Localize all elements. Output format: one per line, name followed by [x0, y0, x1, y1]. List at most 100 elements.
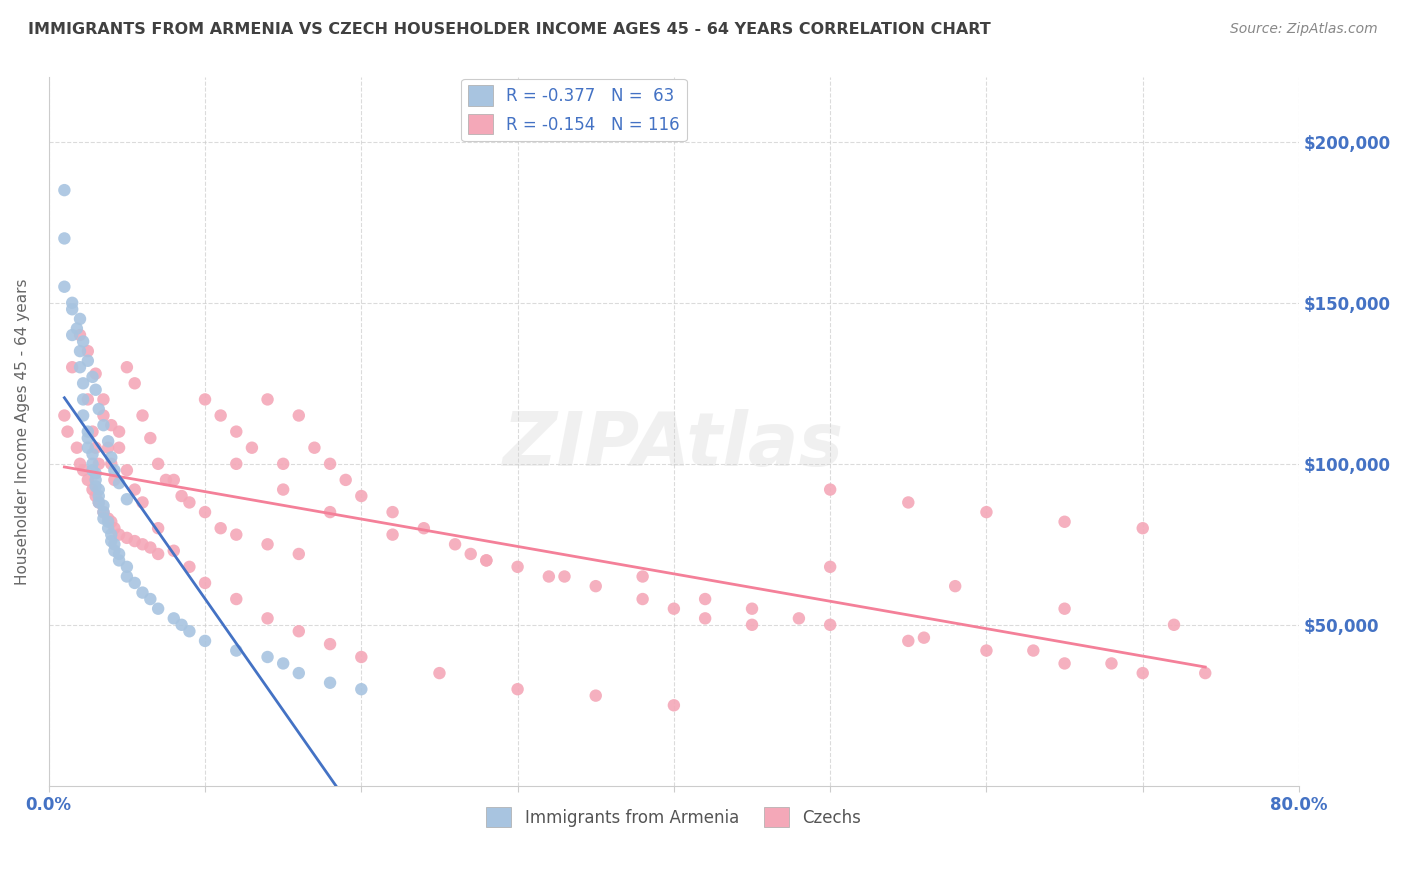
Point	[444, 537, 467, 551]
Point	[87, 495, 110, 509]
Point	[82, 370, 104, 384]
Point	[97, 515, 120, 529]
Point	[124, 534, 146, 549]
Point	[179, 495, 201, 509]
Point	[69, 457, 91, 471]
Point	[103, 473, 125, 487]
Point	[155, 473, 177, 487]
Point	[631, 592, 654, 607]
Legend: Immigrants from Armenia, Czechs: Immigrants from Armenia, Czechs	[479, 800, 868, 834]
Point	[87, 489, 110, 503]
Text: Source: ZipAtlas.com: Source: ZipAtlas.com	[1230, 22, 1378, 37]
Point	[319, 675, 342, 690]
Point	[146, 547, 169, 561]
Point	[100, 527, 122, 541]
Point	[897, 633, 920, 648]
Point	[163, 543, 186, 558]
Point	[60, 295, 83, 310]
Point	[115, 559, 138, 574]
Point	[139, 592, 162, 607]
Point	[1053, 657, 1076, 671]
Point	[350, 489, 373, 503]
Point	[179, 624, 201, 639]
Point	[84, 367, 107, 381]
Point	[912, 631, 935, 645]
Point	[124, 576, 146, 591]
Point	[100, 457, 122, 471]
Point	[76, 431, 98, 445]
Point	[87, 457, 110, 471]
Point	[131, 585, 153, 599]
Point	[818, 617, 841, 632]
Point	[695, 592, 717, 607]
Point	[818, 483, 841, 497]
Point	[60, 328, 83, 343]
Point	[350, 650, 373, 665]
Point	[170, 489, 193, 503]
Point	[87, 483, 110, 497]
Point	[108, 425, 131, 439]
Point	[288, 624, 311, 639]
Point	[146, 457, 169, 471]
Point	[82, 457, 104, 471]
Point	[1132, 666, 1154, 681]
Point	[194, 633, 217, 648]
Point	[69, 344, 91, 359]
Point	[84, 473, 107, 487]
Point	[100, 515, 122, 529]
Point	[194, 392, 217, 407]
Point	[662, 698, 685, 713]
Point	[72, 392, 94, 407]
Point	[585, 689, 607, 703]
Point	[72, 376, 94, 391]
Point	[115, 492, 138, 507]
Point	[60, 360, 83, 375]
Point	[93, 499, 115, 513]
Point	[93, 511, 115, 525]
Point	[1053, 515, 1076, 529]
Point	[108, 547, 131, 561]
Point	[76, 425, 98, 439]
Point	[225, 592, 247, 607]
Point	[319, 505, 342, 519]
Point	[1132, 521, 1154, 535]
Point	[225, 527, 247, 541]
Point	[304, 441, 326, 455]
Point	[100, 450, 122, 465]
Point	[108, 527, 131, 541]
Point	[53, 409, 76, 423]
Point	[72, 334, 94, 349]
Point	[288, 666, 311, 681]
Point	[84, 479, 107, 493]
Point	[139, 541, 162, 555]
Point	[124, 376, 146, 391]
Point	[350, 682, 373, 697]
Point	[209, 521, 232, 535]
Point	[506, 559, 529, 574]
Point	[115, 463, 138, 477]
Point	[662, 601, 685, 615]
Point	[225, 457, 247, 471]
Point	[1053, 601, 1076, 615]
Point	[631, 569, 654, 583]
Point	[288, 409, 311, 423]
Point	[76, 353, 98, 368]
Point	[97, 434, 120, 449]
Point	[124, 483, 146, 497]
Point	[288, 547, 311, 561]
Point	[1022, 643, 1045, 657]
Point	[131, 409, 153, 423]
Point	[66, 321, 89, 335]
Point	[108, 553, 131, 567]
Point	[271, 483, 294, 497]
Point	[976, 505, 998, 519]
Point	[146, 601, 169, 615]
Point	[76, 344, 98, 359]
Point	[585, 579, 607, 593]
Point	[335, 473, 357, 487]
Point	[787, 611, 810, 625]
Point	[695, 611, 717, 625]
Point	[506, 682, 529, 697]
Point	[97, 441, 120, 455]
Point	[97, 511, 120, 525]
